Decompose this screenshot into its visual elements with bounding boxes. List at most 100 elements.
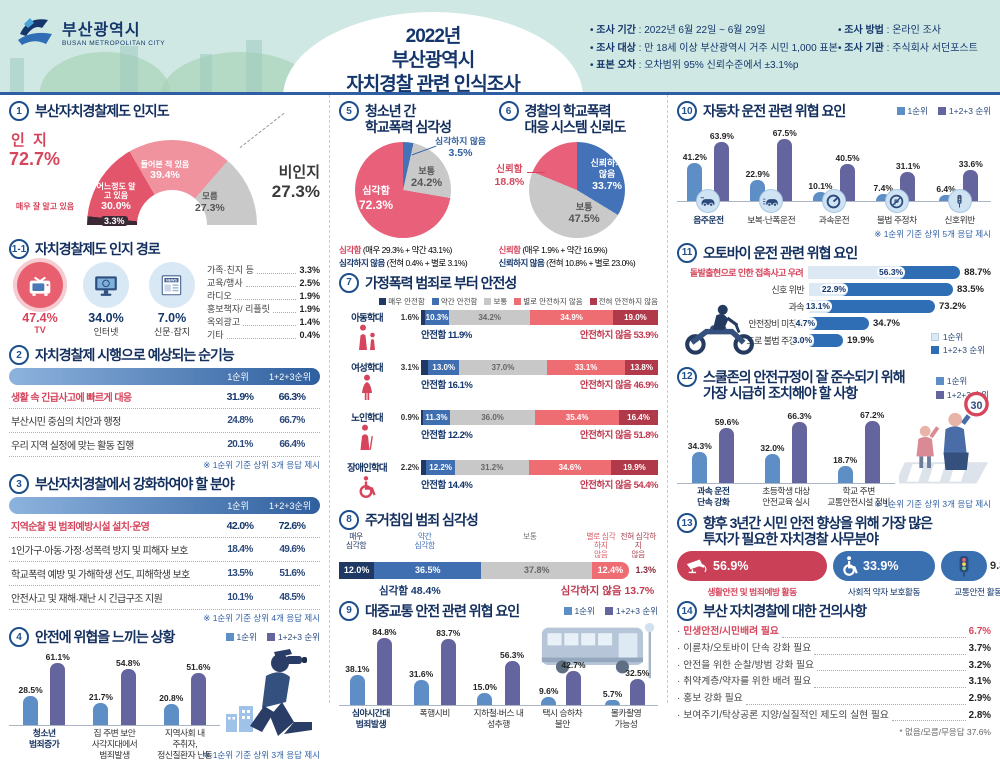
bar-value-rank123: 59.6% (714, 417, 739, 428)
suggestion-row: · 이륜차/오토바이 단속 강화 필요 3.7% (677, 641, 991, 658)
legend-rank123: 1+2+3 순위 (937, 105, 991, 117)
channel-value: 34.0% (88, 311, 124, 325)
hbar-value-rank1: 22.9% (819, 284, 848, 295)
hbar-rank1: 56.3% (808, 265, 906, 279)
category-icon-wrap (947, 189, 972, 213)
info-label: 조사 방법 (844, 25, 884, 36)
channel-label: TV (34, 325, 46, 335)
section-header: 2 자치경찰제 시행으로 예상되는 순기능 (9, 345, 320, 366)
footnote: * 없음/모름/무응답 37.6% (899, 727, 991, 738)
category-label: 장애인학대 (347, 462, 388, 474)
bar-rank1 (875, 194, 891, 201)
channel-label: 인터넷 (93, 327, 119, 337)
suggestion-label: 보여주기/탁상공론 지양/실질적인 제도의 실현 필요 (683, 709, 889, 721)
bar-rank123 (565, 671, 581, 705)
scale-label: 전혀 심각하지 않음 (620, 531, 656, 559)
hill-illustration (40, 52, 170, 92)
section-title-line: 투자가 필요한 자치경찰 사무분야 (703, 531, 879, 548)
newspaper-icon: NEWS (161, 275, 182, 296)
channel-item: 47.4% TV (9, 262, 71, 335)
reckless-driving-icon (763, 198, 778, 207)
hbar-rank123: 22.9% (809, 282, 953, 296)
serious-summary: 심각함 48.4% (379, 584, 441, 597)
pie-section: 5 청소년 간 학교폭력 심각성 심각함 72.3% 보통 24.2% 심각하지 않음… (339, 101, 499, 270)
busan-logo-icon (18, 18, 52, 45)
unsafe-summary: 안전하지 않음 51.8% (579, 429, 659, 441)
bar-value-rank1: 5.7% (602, 689, 623, 700)
bar-category-label: 과속운전 (818, 215, 850, 225)
column-rank123: 1+2+3순위 (268, 501, 312, 512)
slice-label: 보통 47.5% (568, 202, 600, 225)
signal-violation-icon (957, 194, 962, 208)
section-title: 자치경찰제도 인지 경로 (35, 241, 161, 257)
row-value-rank1: 18.4% (227, 544, 253, 556)
survey-info-item: 조사 기간 : 2022년 6월 22일 ~ 6월 29일 (590, 22, 838, 40)
traffic-light-icon (959, 556, 969, 577)
channel-item: 34.0% 인터넷 (75, 262, 137, 338)
section-title-line: 향후 3년간 시민 안전 향상을 위해 가장 많은 (703, 515, 933, 532)
section-title: 자동차 운전 관련 위협 요인 (703, 103, 846, 119)
bar-pair: 34.3% 59.6% (677, 404, 750, 485)
bar-value-rank1: 31.6% (409, 668, 434, 679)
segment: 12.4% (592, 561, 629, 579)
bar-value-rank123: 51.6% (186, 661, 211, 672)
legend-rank1: 1순위 (225, 631, 257, 643)
bar-group: 31.6% 83.7% 폭행시비 (402, 624, 467, 730)
legend-item: 전혀 안전하지 않음 (589, 296, 658, 307)
bar-category-label: 폭행시비 (419, 707, 451, 718)
channel-label: 신문·잡지 (153, 327, 191, 337)
table-header: 1순위 1+2+3순위 (9, 497, 320, 515)
section-number: 2 (9, 345, 29, 366)
bar-value-rank123: 31.1% (895, 161, 921, 172)
bar-group: 32.0% 66.3% 초등학생 대상 안전교육 실시 (749, 404, 823, 508)
segment-label: 어느정도 알고 있음 30.0% (96, 182, 136, 213)
table-row: 부산시민 중심의 치안과 행정 24.8% 66.7% (9, 409, 320, 434)
segment-value-very-safe: 3.1% (400, 362, 419, 372)
section-strengthen-fields: 3 부산자치경찰에서 강화하여야 할 분야 1순위 1+2+3순위 지역순찰 및 … (9, 474, 320, 624)
illegal-parking-icon: P (890, 194, 904, 208)
hbar-row: 안전장비 미착용 4.7% 34.7% (677, 316, 991, 330)
segment-very-safe (421, 309, 425, 325)
row-value-rank1: 13.5% (227, 568, 253, 580)
hbar-row: 도로 불법 주정차 3.0% 19.9% (677, 333, 991, 347)
column-right: 10 자동차 운전 관련 위협 요인 1순위 1+2+3 순위 41.2% 63… (668, 95, 1000, 737)
segment-very-safe (421, 459, 427, 475)
segment: 13.8% (625, 359, 658, 375)
pie-footnote: 신뢰함 (매우 1.9% + 약간 16.9%) (498, 245, 608, 256)
motorcycle-illustration (679, 299, 761, 362)
unsafe-summary: 안전하지 않음 53.9% (579, 329, 659, 341)
pill-label: 사회적 약자 보호활동 (847, 587, 921, 598)
bar-pair: 18.7% 67.2% (822, 404, 896, 485)
bar-rank123 (504, 660, 520, 705)
pie-footnote: 심각하지 않음 (전혀 0.4% + 별로 3.1%) (339, 257, 468, 268)
section-positive-functions: 2 자치경찰제 시행으로 예상되는 순기능 1순위 1+2+3순위 생활 속 긴급… (9, 345, 320, 471)
section-suggestions: 14 부산 자치경찰에 대한 건의사항 · 민생안전/시민배려 필요 6.7% ·… (677, 601, 991, 738)
channel-icon-circle (83, 262, 129, 308)
bar-value-rank123: 56.3% (499, 649, 525, 660)
section-transit-threats: 9 대중교통 안전 관련 위협 요인 1순위 1+2+3 순위 38.1% 84… (339, 600, 658, 730)
bar-value-rank123: 63.9% (709, 131, 734, 142)
info-label: 표본 오차 (596, 60, 636, 71)
bar-category-label: 청소년 범죄증가 (28, 728, 60, 750)
legend-item: 별로 안전하지 않음 (514, 296, 583, 307)
section-title: 안전에 위협을 느끼는 상황 (35, 629, 175, 646)
category-label: 노인학대 (351, 412, 384, 424)
unsafe-summary: 안전하지 않음 54.4% (579, 479, 659, 491)
section-header: 8 주거침입 범죄 심각성 (339, 509, 658, 530)
section-title: 부산자치경찰에서 강화하여야 할 분야 (35, 476, 235, 493)
section-number: 3 (9, 474, 29, 495)
investment-pills: 56.9% 생활안전 및 범죄예방 활동 33.9% 사회적 약자 보호활동 9… (677, 551, 1000, 598)
pie-chart: 심각함 72.3% 보통 24.2% 심각하지 않음 3.5% (339, 136, 499, 244)
bar-value-rank123: 83.7% (436, 628, 461, 639)
bar-rank123 (50, 662, 66, 726)
section-title: 자치경찰제 시행으로 예상되는 순기능 (35, 347, 235, 364)
bar-group: 22.9% 67.5% 보복·난폭운전 (739, 124, 803, 226)
investment-pill: 56.9% (677, 551, 827, 582)
segment-label: 들어본 적 있음 39.4% (140, 160, 190, 182)
row-value-rank1: 42.0% (226, 519, 254, 532)
page-title: 2022년 부산광역시 자치경찰 관련 인식조사 (283, 12, 583, 92)
building-illustration (120, 46, 138, 92)
page-title-line2: 부산광역시 (391, 49, 475, 71)
bus-illustration-wrap (540, 620, 658, 687)
bar-category-label: 신호위반 (944, 215, 975, 225)
